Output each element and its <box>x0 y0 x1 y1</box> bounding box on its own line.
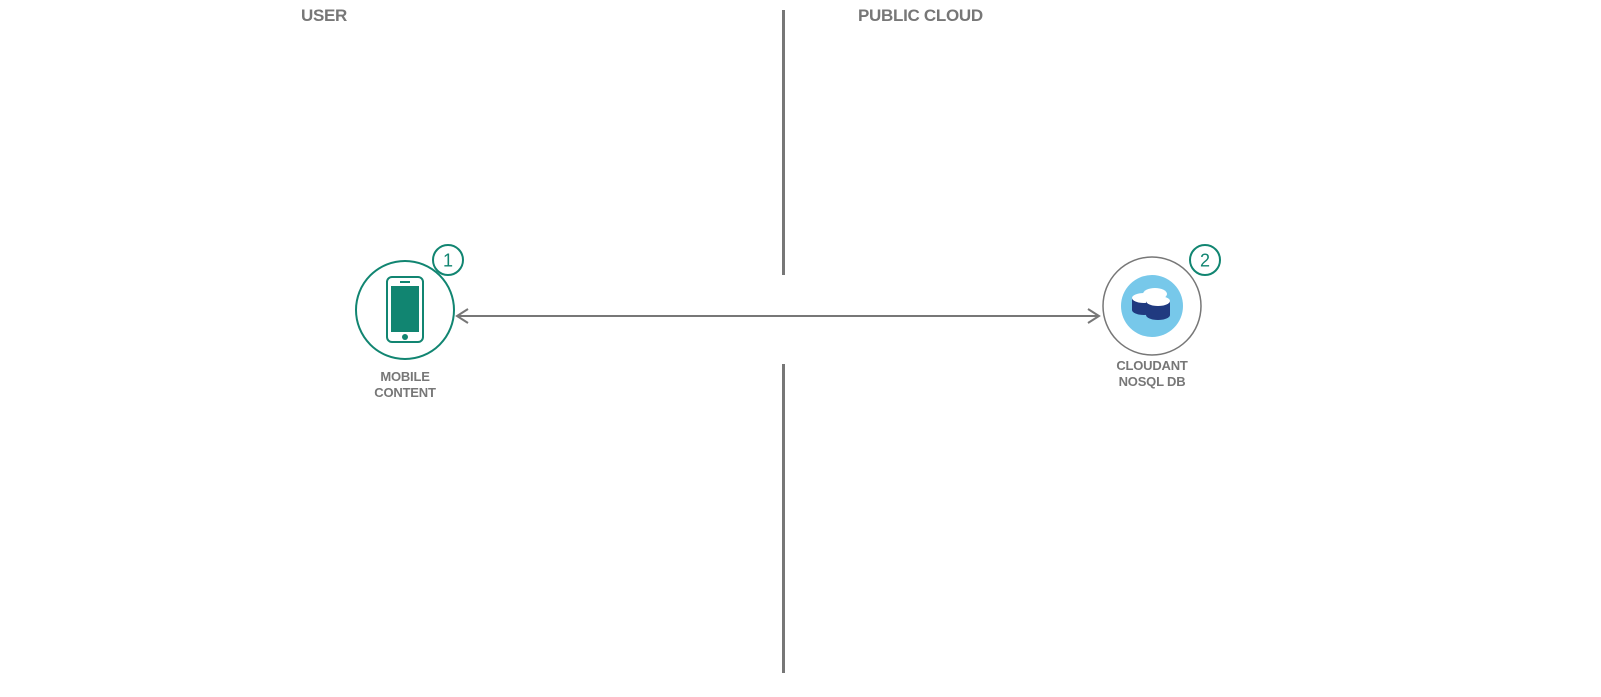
cloudant-node[interactable]: 2 <box>1102 244 1221 356</box>
label-line-1: CLOUDANT <box>1116 358 1188 373</box>
step-number: 1 <box>443 251 453 271</box>
label-line-2: NOSQL DB <box>1118 374 1186 389</box>
zone-divider-top <box>782 10 785 275</box>
label-line-1: MOBILE <box>380 369 430 384</box>
cloudant-label: CLOUDANT NOSQL DB <box>1092 358 1212 390</box>
zone-title-public-cloud: PUBLIC CLOUD <box>858 6 983 25</box>
mobile-content-node[interactable]: 1 <box>355 244 464 360</box>
arrowhead-left-icon <box>455 308 469 324</box>
mobile-content-label: MOBILE CONTENT <box>345 369 465 401</box>
zone-divider-bottom <box>782 364 785 673</box>
zone-title-user: USER <box>301 6 348 25</box>
step-badge-2: 2 <box>1189 244 1221 276</box>
label-line-2: CONTENT <box>374 385 436 400</box>
smartphone-icon <box>386 276 424 343</box>
step-number: 2 <box>1200 251 1210 271</box>
arrowhead-right-icon <box>1087 308 1101 324</box>
cloudant-database-icon <box>1121 275 1183 337</box>
step-badge-1: 1 <box>432 244 464 276</box>
bidirectional-arrow <box>455 308 1101 324</box>
